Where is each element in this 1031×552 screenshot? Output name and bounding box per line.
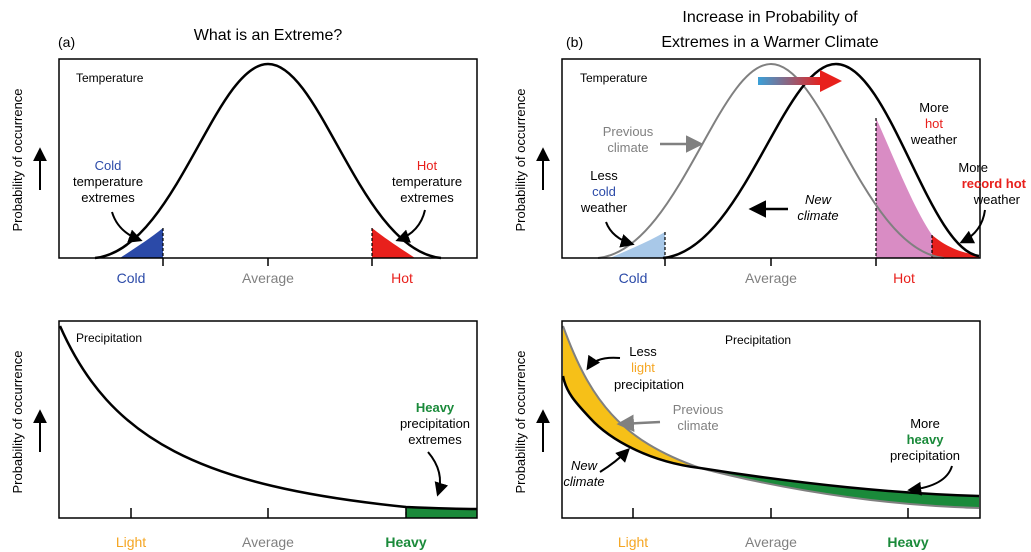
heavy-extremes-line2: precipitation <box>400 416 470 431</box>
less-cold-fill <box>610 232 665 258</box>
heavy-extremes-word: Heavy <box>416 400 455 415</box>
y-axis-label: Probability of occurrence <box>10 88 25 231</box>
shift-arrow-head <box>820 70 842 92</box>
new-climate-curve <box>561 375 980 498</box>
heavy-arrow <box>427 451 449 497</box>
panel-b-precipitation: Probability of occurrence Precipitation … <box>513 320 981 550</box>
new-climate-line2: climate <box>797 208 838 223</box>
record-hot-arrow <box>959 209 986 244</box>
more-hot-line2: hot <box>925 116 943 131</box>
panel-a-temperature: (a) What is an Extreme? Probability of o… <box>10 27 478 286</box>
tick-heavy: Heavy <box>887 534 928 550</box>
less-cold-arrow <box>605 221 635 248</box>
heavy-extremes-line3: extremes <box>408 432 462 447</box>
more-hot-line3: weather <box>910 132 958 147</box>
hot-extremes-line3: extremes <box>400 190 454 205</box>
new-climate-line1: New <box>805 192 833 207</box>
panel-b-title-line1: Increase in Probability of <box>682 9 858 26</box>
precipitation-heading: Precipitation <box>725 333 791 347</box>
new-climate-line2: climate <box>563 474 604 489</box>
tick-average: Average <box>242 270 294 286</box>
less-light-line2: light <box>631 360 655 375</box>
precipitation-heading: Precipitation <box>76 331 142 345</box>
record-hot-line3: weather <box>973 192 1021 207</box>
less-light-line3: precipitation <box>614 377 684 392</box>
tick-cold: Cold <box>117 270 146 286</box>
tick-heavy: Heavy <box>385 534 426 550</box>
hot-arrow <box>395 209 426 243</box>
precipitation-decay-curve <box>58 325 478 511</box>
cold-extremes-word: Cold <box>95 158 122 173</box>
previous-climate-curve <box>597 62 945 259</box>
hot-extremes-word: Hot <box>417 158 438 173</box>
tick-light: Light <box>618 534 648 550</box>
less-light-line1: Less <box>629 344 657 359</box>
temperature-bell-curve <box>94 62 442 260</box>
tick-light: Light <box>116 534 146 550</box>
tick-average: Average <box>242 534 294 550</box>
cold-extremes-line2: temperature <box>73 174 143 189</box>
new-climate-line1: New <box>571 458 599 473</box>
less-cold-line2: cold <box>592 184 616 199</box>
cold-arrow <box>111 211 143 243</box>
record-hot-line2: record hot <box>962 176 1027 191</box>
more-heavy-arrow <box>907 465 953 496</box>
y-axis-label: Probability of occurrence <box>513 350 528 493</box>
more-heavy-fill <box>700 468 979 508</box>
more-heavy-line1: More <box>910 416 940 431</box>
panel-a-label: (a) <box>58 34 75 50</box>
record-hot-line1: More <box>958 160 988 175</box>
more-heavy-line3: precipitation <box>890 448 960 463</box>
new-climate-curve <box>662 62 980 260</box>
hot-extremes-line2: temperature <box>392 174 462 189</box>
y-axis-label: Probability of occurrence <box>10 350 25 493</box>
panel-b-title-line2: Extremes in a Warmer Climate <box>661 34 878 51</box>
shift-arrow-body <box>758 77 822 85</box>
panel-a-title: What is an Extreme? <box>194 27 343 44</box>
temperature-heading: Temperature <box>76 71 144 85</box>
previous-climate-line1: Previous <box>673 402 724 417</box>
less-light-arrow <box>586 354 621 371</box>
tick-hot: Hot <box>893 270 915 286</box>
temperature-heading: Temperature <box>580 71 648 85</box>
panel-b-label: (b) <box>566 34 583 50</box>
panel-a-precipitation: Probability of occurrence Precipitation … <box>10 320 478 550</box>
y-axis-label: Probability of occurrence <box>513 88 528 231</box>
tick-average: Average <box>745 270 797 286</box>
previous-climate-line2: climate <box>607 140 648 155</box>
panel-b-temperature: (b) Increase in Probability of Extremes … <box>513 9 1027 286</box>
less-cold-line3: weather <box>580 200 628 215</box>
more-hot-line1: More <box>919 100 949 115</box>
less-cold-line1: Less <box>590 168 618 183</box>
cold-extremes-line3: extremes <box>81 190 135 205</box>
tick-cold: Cold <box>619 270 648 286</box>
more-heavy-line2: heavy <box>907 432 945 447</box>
tick-average: Average <box>745 534 797 550</box>
hot-tail-fill <box>372 228 415 258</box>
previous-climate-arrow <box>616 414 661 433</box>
cold-tail-fill <box>120 228 163 258</box>
previous-climate-line2: climate <box>677 418 718 433</box>
less-light-fill <box>563 326 700 468</box>
previous-climate-line1: Previous <box>603 124 654 139</box>
record-hot-fill <box>932 235 979 258</box>
tick-hot: Hot <box>391 270 413 286</box>
new-climate-arrow <box>599 448 630 473</box>
